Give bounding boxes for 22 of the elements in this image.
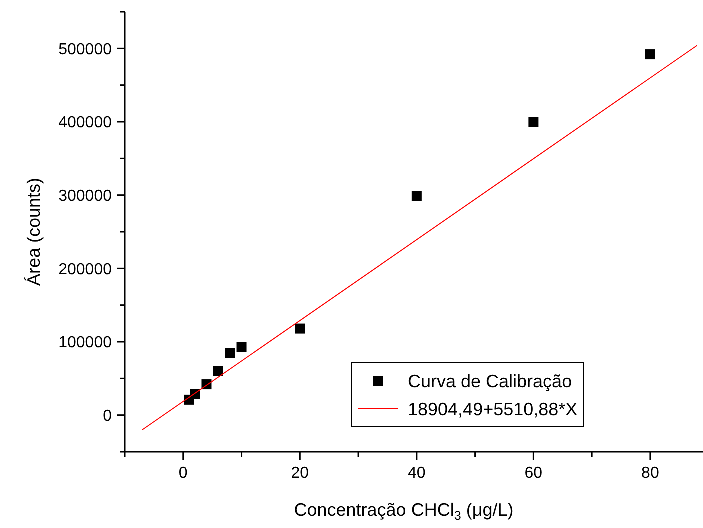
y-tick-label: 200000 xyxy=(58,261,112,278)
point xyxy=(213,366,224,376)
y-tick-label: 0 xyxy=(103,408,112,425)
point xyxy=(412,191,422,202)
x-axis-title: Concentração CHCl$_{3}$ (μg/L) xyxy=(294,500,514,523)
y-tick-label: 500000 xyxy=(58,41,112,58)
y-tick-label: 300000 xyxy=(58,188,112,205)
point xyxy=(645,50,656,60)
point xyxy=(528,117,539,127)
point xyxy=(225,348,236,358)
legend-label: 18904,49+5510,88*X xyxy=(408,399,578,420)
y-tick-label: 400000 xyxy=(58,114,112,132)
x-tick-label: 0 xyxy=(178,465,188,482)
y-tick-label: 100000 xyxy=(58,334,112,352)
y-axis-title: Área (counts) xyxy=(24,178,44,286)
point xyxy=(295,324,306,334)
point xyxy=(236,342,247,352)
x-tick-label: 40 xyxy=(408,465,426,482)
x-tick-label: 60 xyxy=(524,465,543,482)
x-tick-label: 20 xyxy=(291,465,310,482)
x-tick-label: 80 xyxy=(642,465,660,482)
legend-label: Curva de Calibração xyxy=(408,371,572,392)
